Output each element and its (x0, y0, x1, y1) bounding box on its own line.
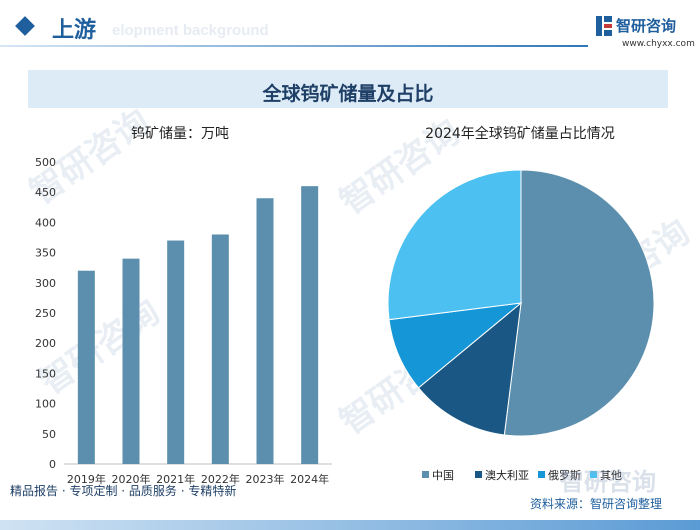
legend-swatch (475, 471, 482, 478)
header: 上游 elopment background 智研咨询 www.chyxx.co… (0, 0, 700, 58)
brand-logo: 智研咨询 www.chyxx.com (594, 14, 695, 54)
pie-slice (503, 169, 655, 437)
x-tick-label: 2022年 (201, 472, 240, 486)
y-tick-label: 450 (35, 186, 56, 199)
logo-icon (596, 16, 612, 36)
bar (301, 186, 319, 464)
x-tick-label: 2021年 (156, 472, 195, 486)
pie-slice (417, 301, 522, 436)
x-tick-label: 2019年 (67, 472, 106, 486)
bar (211, 234, 229, 464)
y-tick-label: 0 (49, 458, 56, 471)
x-tick-label: 2023年 (246, 472, 285, 486)
logo-name: 智研咨询 (616, 17, 677, 35)
footer-brand-watermark: 智研咨询 (560, 468, 656, 496)
bar (256, 198, 274, 465)
y-tick-label: 50 (42, 428, 56, 441)
footer-stripe (0, 520, 700, 530)
x-tick-label: 2024年 (290, 472, 329, 486)
x-tick-label: 2020年 (112, 472, 151, 486)
bar (122, 258, 140, 464)
y-tick-label: 500 (35, 156, 56, 169)
legend-swatch (590, 471, 597, 478)
legend-label: 澳大利亚 (485, 468, 529, 482)
legend-label: 其他 (600, 469, 622, 482)
y-tick-label: 100 (35, 398, 56, 411)
pie-slice (387, 169, 522, 321)
legend-swatch (422, 471, 429, 478)
y-tick-label: 250 (35, 307, 56, 320)
legend-label: 俄罗斯 (548, 469, 581, 482)
y-tick-label: 150 (35, 367, 56, 380)
background-heading: elopment background (112, 22, 269, 39)
bar (167, 240, 185, 464)
footer-slogan: 精品报告 · 专项定制 · 品质服务 · 专精特新 (10, 484, 237, 498)
legend-swatch (538, 471, 545, 478)
pie-chart-title: 2024年全球钨矿储量占比情况 (425, 125, 615, 142)
y-tick-label: 400 (35, 216, 56, 229)
title-band: 全球钨矿储量及占比 (28, 70, 668, 108)
header-divider (0, 45, 588, 47)
data-source: 资料来源：智研咨询整理 (530, 497, 663, 511)
section-title: 上游 (52, 17, 97, 43)
y-tick-label: 300 (35, 277, 56, 290)
y-tick-label: 200 (35, 337, 56, 350)
page-title: 全球钨矿储量及占比 (262, 83, 434, 105)
legend-label: 中国 (432, 469, 454, 482)
bar (77, 270, 95, 464)
y-tick-label: 350 (35, 247, 56, 260)
bar-chart-title: 钨矿储量：万吨 (131, 126, 229, 142)
logo-url: www.chyxx.com (622, 39, 695, 49)
